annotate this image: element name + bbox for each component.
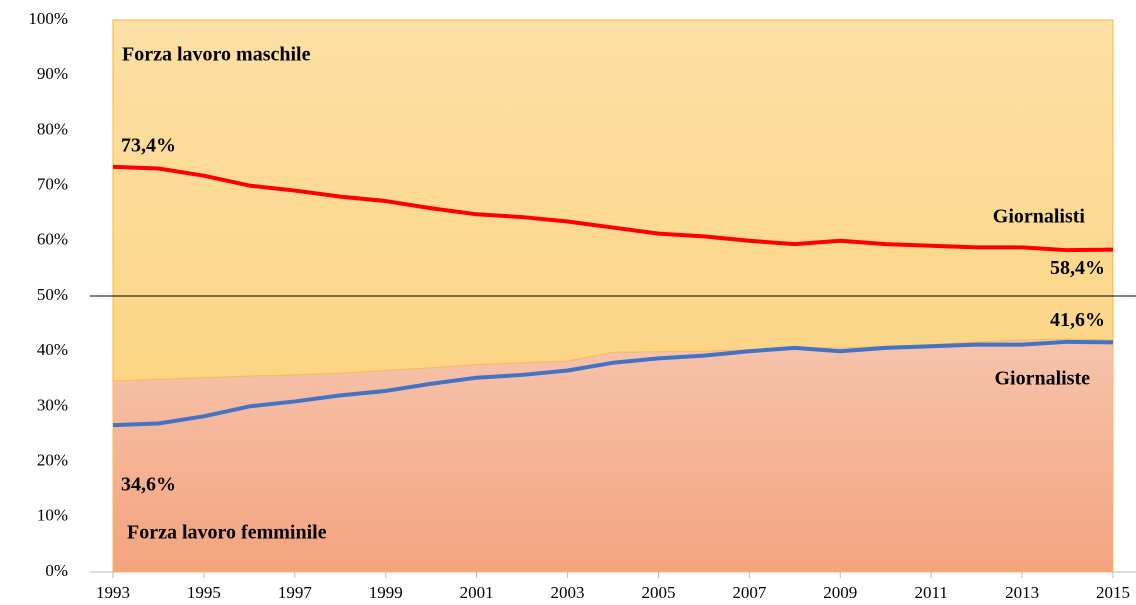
y-tick-label: 50% [37, 285, 68, 304]
x-tick-label: 2009 [823, 583, 857, 602]
x-tick-label: 1993 [96, 583, 130, 602]
data-label: 41,6% [1050, 309, 1105, 331]
data-label: 73,4% [121, 134, 176, 156]
data-label: 58,4% [1050, 257, 1105, 279]
x-tick-label: 2015 [1096, 583, 1130, 602]
y-tick-label: 100% [28, 9, 68, 28]
series-label: Giornalisti [993, 206, 1086, 228]
x-tick-label: 2013 [1005, 583, 1039, 602]
y-tick-label: 80% [37, 119, 68, 138]
x-tick-label: 2005 [641, 583, 675, 602]
y-tick-label: 60% [37, 230, 68, 249]
y-tick-label: 40% [37, 340, 68, 359]
x-tick-label: 2007 [732, 583, 767, 602]
x-tick-label: 1999 [369, 583, 403, 602]
x-tick-label: 1997 [278, 583, 313, 602]
y-tick-label: 20% [37, 451, 68, 470]
series-label: Giornaliste [994, 368, 1090, 390]
y-tick-label: 0% [45, 561, 68, 580]
x-tick-label: 1995 [187, 583, 221, 602]
data-label: 34,6% [121, 474, 176, 496]
line [112, 339, 1114, 428]
y-tick-label: 30% [37, 395, 68, 414]
annotation: Forza lavoro maschile [122, 44, 311, 66]
x-tick-label: 2001 [460, 583, 494, 602]
x-tick-label: 2003 [551, 583, 585, 602]
series-label: Forza lavoro femminile [127, 522, 327, 544]
area [112, 338, 1114, 573]
y-tick-label: 90% [37, 64, 68, 83]
line [112, 164, 1114, 253]
y-tick-label: 10% [37, 506, 68, 525]
x-tick-label: 2011 [914, 583, 947, 602]
y-tick-label: 70% [37, 175, 68, 194]
